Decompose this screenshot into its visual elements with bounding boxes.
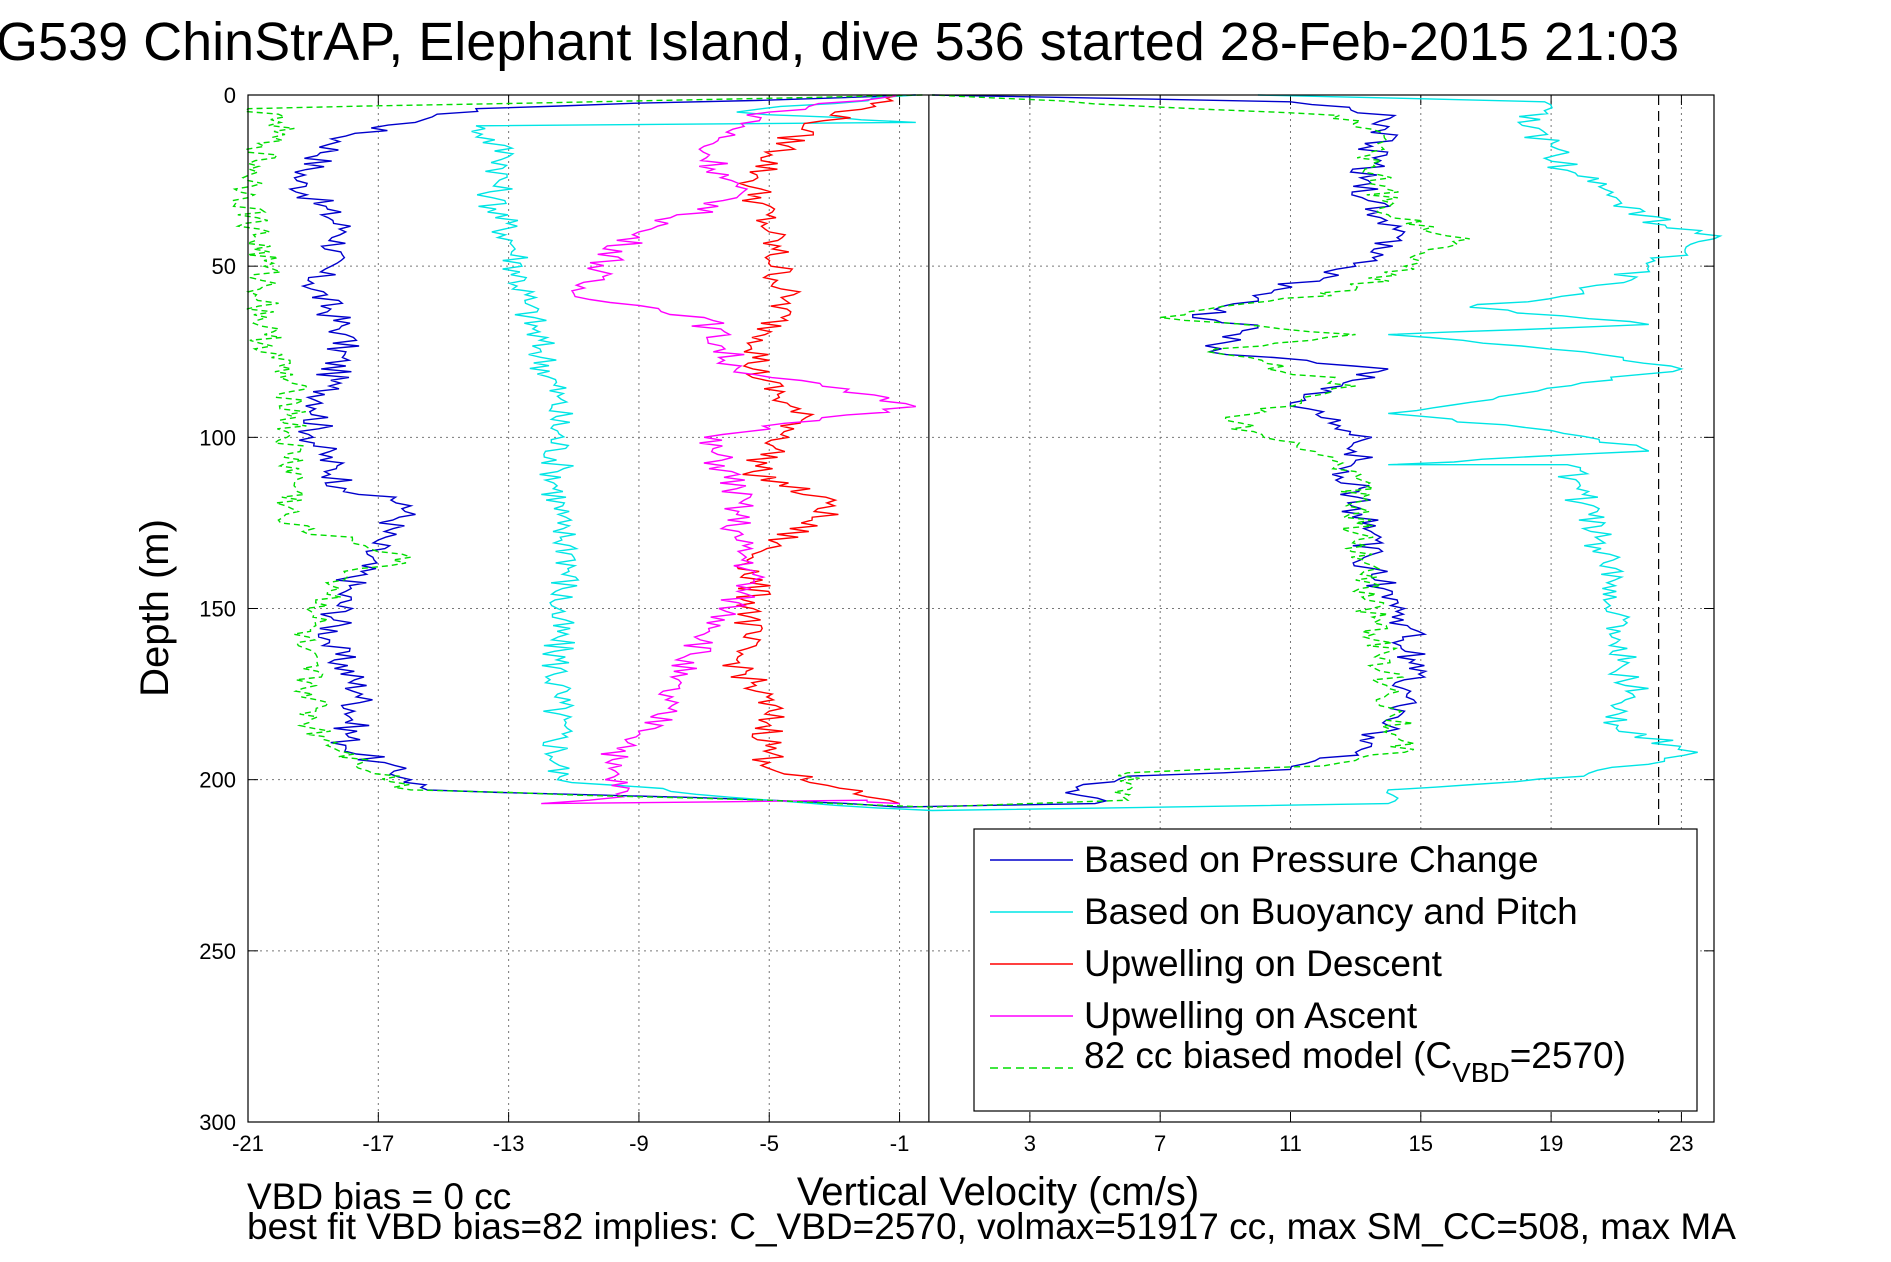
legend-label-ascent: Upwelling on Ascent	[1084, 995, 1418, 1036]
series-line-5	[231, 94, 1470, 808]
y-tick-label: 0	[224, 83, 236, 108]
series-layer	[231, 94, 1723, 812]
chart-title: G539 ChinStrAP, Elephant Island, dive 53…	[0, 12, 1679, 72]
footer-fit-line: best fit VBD bias=82 implies: C_VBD=2570…	[247, 1206, 1736, 1247]
y-tick-label: 50	[212, 254, 236, 279]
legend-label-model: 82 cc biased model (CVBD=2570)	[1084, 1035, 1626, 1088]
legend-box	[973, 828, 1698, 1112]
x-tick-label: 3	[1024, 1131, 1036, 1156]
footer-bias-line: VBD bias = 0 cc	[247, 1176, 511, 1217]
legend-label-descent: Upwelling on Descent	[1084, 943, 1443, 984]
y-tick-label: 300	[199, 1110, 236, 1135]
x-tick-label: -13	[493, 1131, 525, 1156]
x-tick-label: -9	[629, 1131, 649, 1156]
series-line-2	[471, 94, 1723, 812]
y-tick-label: 150	[199, 597, 236, 622]
y-axis-label: Depth (m)	[133, 519, 177, 697]
legend-label-buoyancy: Based on Buoyancy and Pitch	[1084, 891, 1578, 932]
x-tick-labels: -21 -17 -13 -9 -5 -1 3 7 11 15 19 23	[232, 1131, 1694, 1156]
series-line-3	[722, 94, 900, 805]
y-tick-label: 250	[199, 939, 236, 964]
x-tick-label: 23	[1669, 1131, 1693, 1156]
x-tick-label: -5	[759, 1131, 779, 1156]
legend-label-pressure: Based on Pressure Change	[1084, 839, 1539, 880]
legend-label-model-subscript: VBD	[1452, 1057, 1510, 1088]
legend: Based on Pressure Change Based on Buoyan…	[973, 828, 1698, 1112]
y-tick-label: 200	[199, 768, 236, 793]
x-tick-label: -17	[362, 1131, 394, 1156]
x-tick-label: 11	[1279, 1131, 1302, 1156]
y-tick-label: 100	[199, 425, 236, 450]
legend-label-model-tail: =2570)	[1510, 1035, 1626, 1076]
x-tick-label: 19	[1539, 1131, 1563, 1156]
x-tick-label: -1	[890, 1131, 910, 1156]
y-tick-labels: 0 50 100 150 200 250 300	[199, 83, 236, 1135]
x-tick-label: -21	[232, 1131, 264, 1156]
series-line-1	[287, 94, 1428, 808]
x-tick-label: 7	[1154, 1131, 1166, 1156]
legend-label-model-main: 82 cc biased model (C	[1084, 1035, 1452, 1076]
series-line-4	[541, 94, 916, 805]
x-axis-label: Vertical Velocity (cm/s)	[797, 1170, 1199, 1214]
x-tick-label: 15	[1409, 1131, 1433, 1156]
plot-frame	[247, 94, 1715, 1123]
